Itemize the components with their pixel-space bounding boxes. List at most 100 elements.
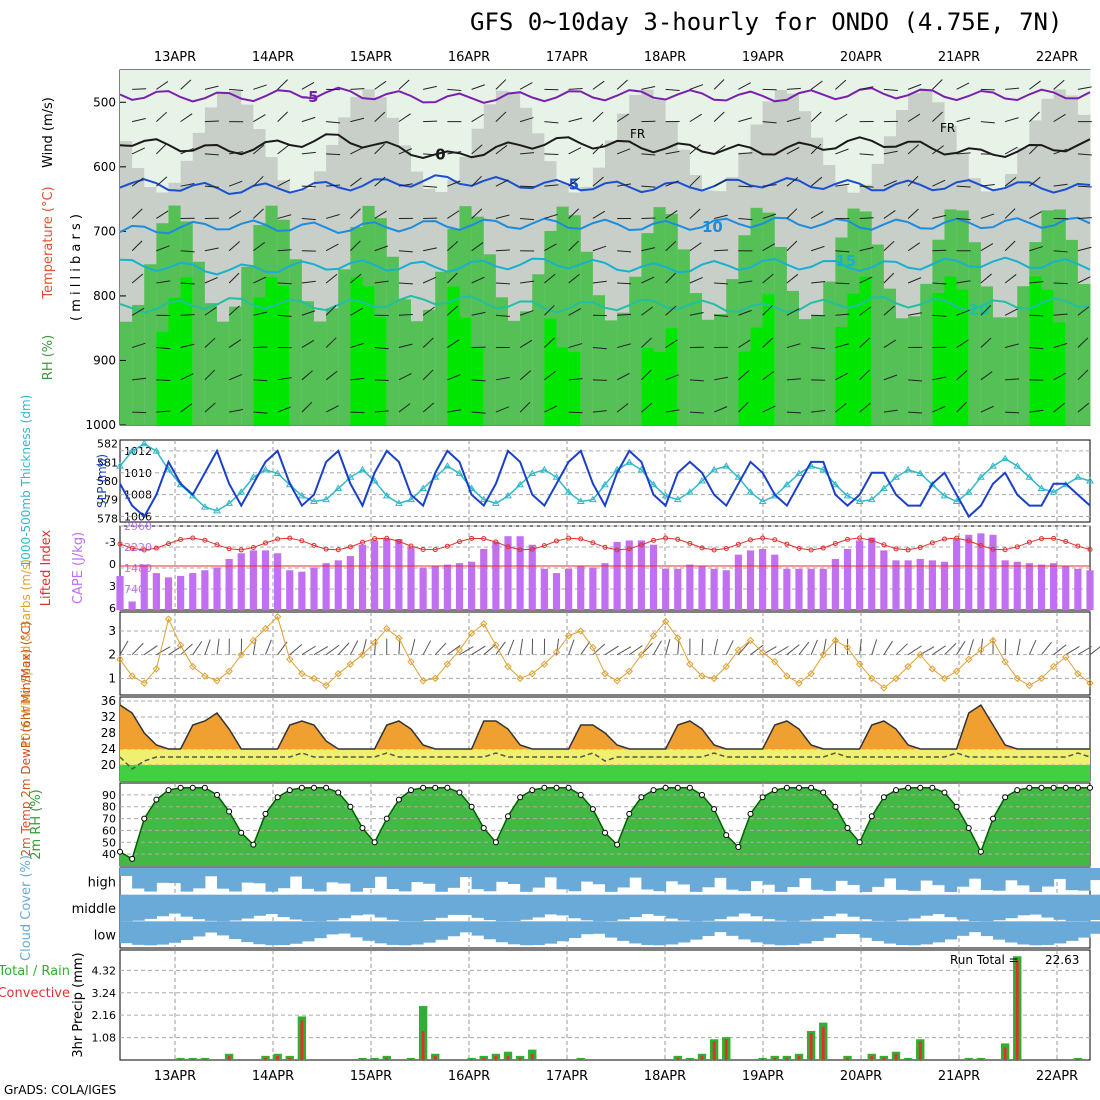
wind-speed-point [843,643,852,652]
panel-frame-precip [119,949,1091,1061]
cloud-middle-bar [677,894,691,921]
rh-point [808,784,815,791]
rh-band-light [896,70,909,111]
cloud-middle-bar [326,894,339,921]
cloud-low-bar [932,921,945,943]
cloud-middle-bar [362,894,376,915]
cloud-high-bar [435,868,448,892]
thickness-point [273,469,282,477]
cloud-middle-bar [471,894,485,918]
cape-bar [468,561,476,610]
rh-band-green [774,246,788,425]
lifted-index-point [481,536,487,542]
lifted-index-point [432,547,438,553]
thickness-point [1049,488,1058,495]
rh-point [371,839,378,846]
rh-band-green [144,264,157,425]
wind-barb [301,217,316,221]
wind-barb [883,339,896,348]
wind-barb [447,180,461,187]
rh-band-bright [665,328,679,425]
wind-tick-label: 2 [108,648,116,662]
cloud-low-bar [326,921,339,935]
cape-bar [358,544,367,610]
wind-barb [156,81,169,90]
cloud-low-bar [362,921,376,941]
thickness-point [1025,473,1034,480]
wind-barb [641,276,655,284]
precip-conv-bar [894,1053,898,1060]
wind-barb [156,176,168,187]
rh-point [129,855,136,862]
wind-barb [253,276,267,284]
precip-conv-bar [1076,1058,1080,1060]
cape-bar [189,573,197,610]
rh-band-green [120,321,133,425]
wind-barb [1029,314,1044,317]
cloud-middle-bar [144,894,157,919]
cloud-low-bar [532,921,545,946]
wind-barb [835,313,850,316]
thickness-point [188,491,197,499]
lifted-index-point [263,540,268,546]
surface-wind-barb [265,639,272,655]
rh-band-green [241,266,254,425]
rh-band-bright [350,277,363,425]
wind-barb [253,84,267,90]
thickness-point [128,447,137,454]
wind-barb [132,88,147,90]
cape-bar [589,567,597,610]
cloud-middle-bar [435,894,448,918]
wind-barb [568,117,583,123]
thickness-point [116,462,124,469]
rh-band-green [580,251,594,425]
wind-barb [301,310,316,316]
thickness-point [989,462,997,469]
cape-bar [443,564,451,610]
wind-speed-point [552,648,561,657]
surface-wind-barb [932,645,946,656]
wind-barb [568,87,583,90]
cloud-middle-bar [811,894,824,919]
rh-point [553,784,560,791]
precip-conv-bar [409,1058,413,1060]
surface-wind-barb [1028,639,1037,655]
wind-barb [228,272,240,284]
wind-barb [762,371,775,381]
wind-barb [350,273,362,284]
wind-barb [738,217,753,221]
rh-point [492,839,499,846]
wind-barb [1029,409,1044,413]
wind-speed-point [674,634,682,642]
wind-barb [495,376,510,381]
rh-point [638,794,645,801]
wind-barb [956,185,971,188]
lifted-index-point [129,545,135,551]
precip-conv-bar [724,1039,728,1060]
rh-ylabel: 2m RH (%) [29,789,44,860]
cloud-high-bar [1005,868,1018,881]
cloud-low-bar [301,921,315,942]
rh-point [880,794,887,801]
rh-point [1038,784,1045,791]
rh-point [311,784,317,791]
rh-band-light [1029,70,1042,121]
cape-bar [1050,563,1058,610]
rh-band-light [217,70,230,92]
surface-wind-barb [495,641,506,655]
lifted-index-point [651,537,656,543]
cloud-middle-bar [750,894,764,917]
wind-barb [544,337,555,348]
cape-bar [1062,566,1070,610]
wind-barb [616,79,628,90]
surface-wind-barb [810,639,818,655]
thickness-point [746,488,755,495]
cloud-high-bar [411,868,424,883]
cloud-middle-bar [605,894,618,921]
rh-band-light [908,70,921,94]
rh-band-green [386,256,400,425]
wind-barb [932,376,947,381]
thickness-tick-label: 579 [97,494,118,507]
rh-area [120,787,1090,866]
wind-barb [980,88,995,91]
